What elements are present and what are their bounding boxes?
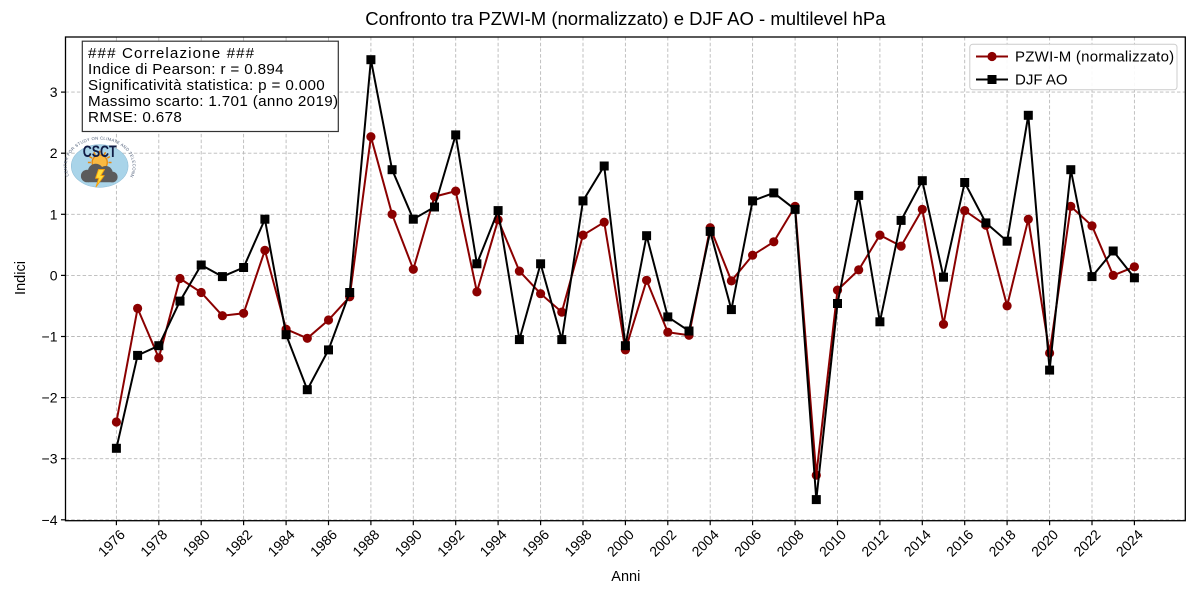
svg-text:Anni: Anni — [611, 569, 640, 585]
svg-text:−3: −3 — [42, 451, 58, 467]
svg-text:Massimo scarto: 1.701 (anno 20: Massimo scarto: 1.701 (anno 2019) — [88, 93, 338, 110]
svg-text:0: 0 — [50, 267, 58, 283]
svg-text:Indice di Pearson: r = 0.894: Indice di Pearson: r = 0.894 — [88, 61, 284, 78]
svg-text:CSCT: CSCT — [83, 143, 117, 161]
svg-text:Significatività statistica: p: Significatività statistica: p = 0.000 — [88, 77, 325, 94]
svg-text:−2: −2 — [42, 390, 58, 406]
svg-text:Confronto tra PZWI-M (normaliz: Confronto tra PZWI-M (normalizzato) e DJ… — [365, 8, 886, 29]
svg-text:DJF AO: DJF AO — [1015, 72, 1068, 89]
svg-text:2: 2 — [50, 145, 58, 161]
svg-text:RMSE: 0.678: RMSE: 0.678 — [88, 109, 182, 126]
svg-text:PZWI-M (normalizzato): PZWI-M (normalizzato) — [1015, 49, 1174, 66]
svg-text:Indici: Indici — [13, 261, 29, 295]
svg-text:### Correlazione ###: ### Correlazione ### — [88, 45, 255, 62]
svg-text:−4: −4 — [42, 512, 58, 528]
svg-text:3: 3 — [50, 84, 58, 100]
svg-text:−1: −1 — [42, 329, 58, 345]
svg-text:1: 1 — [50, 206, 58, 222]
